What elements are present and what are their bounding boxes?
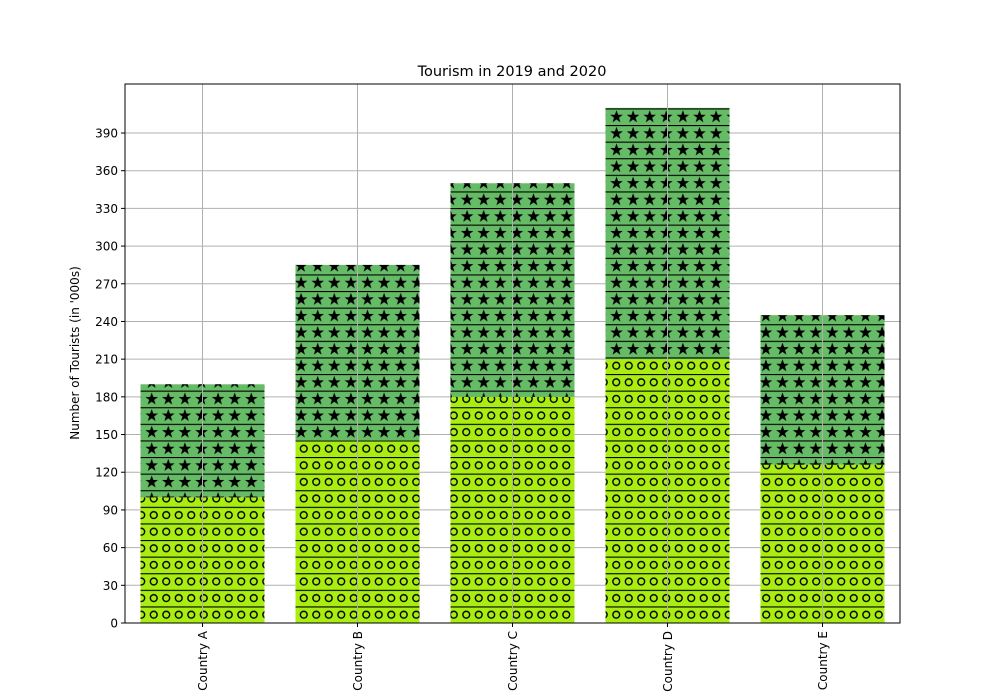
- y-tick-label: 240: [95, 315, 118, 329]
- y-tick-label: 180: [95, 390, 118, 404]
- y-tick-label: 60: [103, 541, 118, 555]
- y-tick-label: 270: [95, 277, 118, 291]
- y-axis-label: Number of Tourists (in '000s): [68, 266, 82, 440]
- y-tick-label: 360: [95, 164, 118, 178]
- y-tick-label: 30: [103, 579, 118, 593]
- y-tick-label: 0: [110, 617, 118, 631]
- axes: 0 30 60 90 120 150 180 210 240 270 300 330 360 390 Cou…: [95, 83, 901, 692]
- chart-title: Tourism in 2019 and 2020: [417, 64, 607, 80]
- x-tick-label: Country B: [351, 631, 365, 691]
- y-tick-label: 300: [95, 240, 118, 254]
- y-tick-label: 90: [103, 503, 118, 517]
- y-tick-label: 390: [95, 127, 118, 141]
- x-tick-label: Country A: [196, 630, 210, 690]
- x-tick-label: Country E: [816, 631, 830, 690]
- y-tick-label: 210: [95, 353, 118, 367]
- y-tick-label: 330: [95, 202, 118, 216]
- y-tick-label: 150: [95, 428, 118, 442]
- x-tick-label: Country D: [661, 631, 675, 692]
- y-tick-label: 120: [95, 466, 118, 480]
- x-tick-label: Country C: [506, 631, 520, 691]
